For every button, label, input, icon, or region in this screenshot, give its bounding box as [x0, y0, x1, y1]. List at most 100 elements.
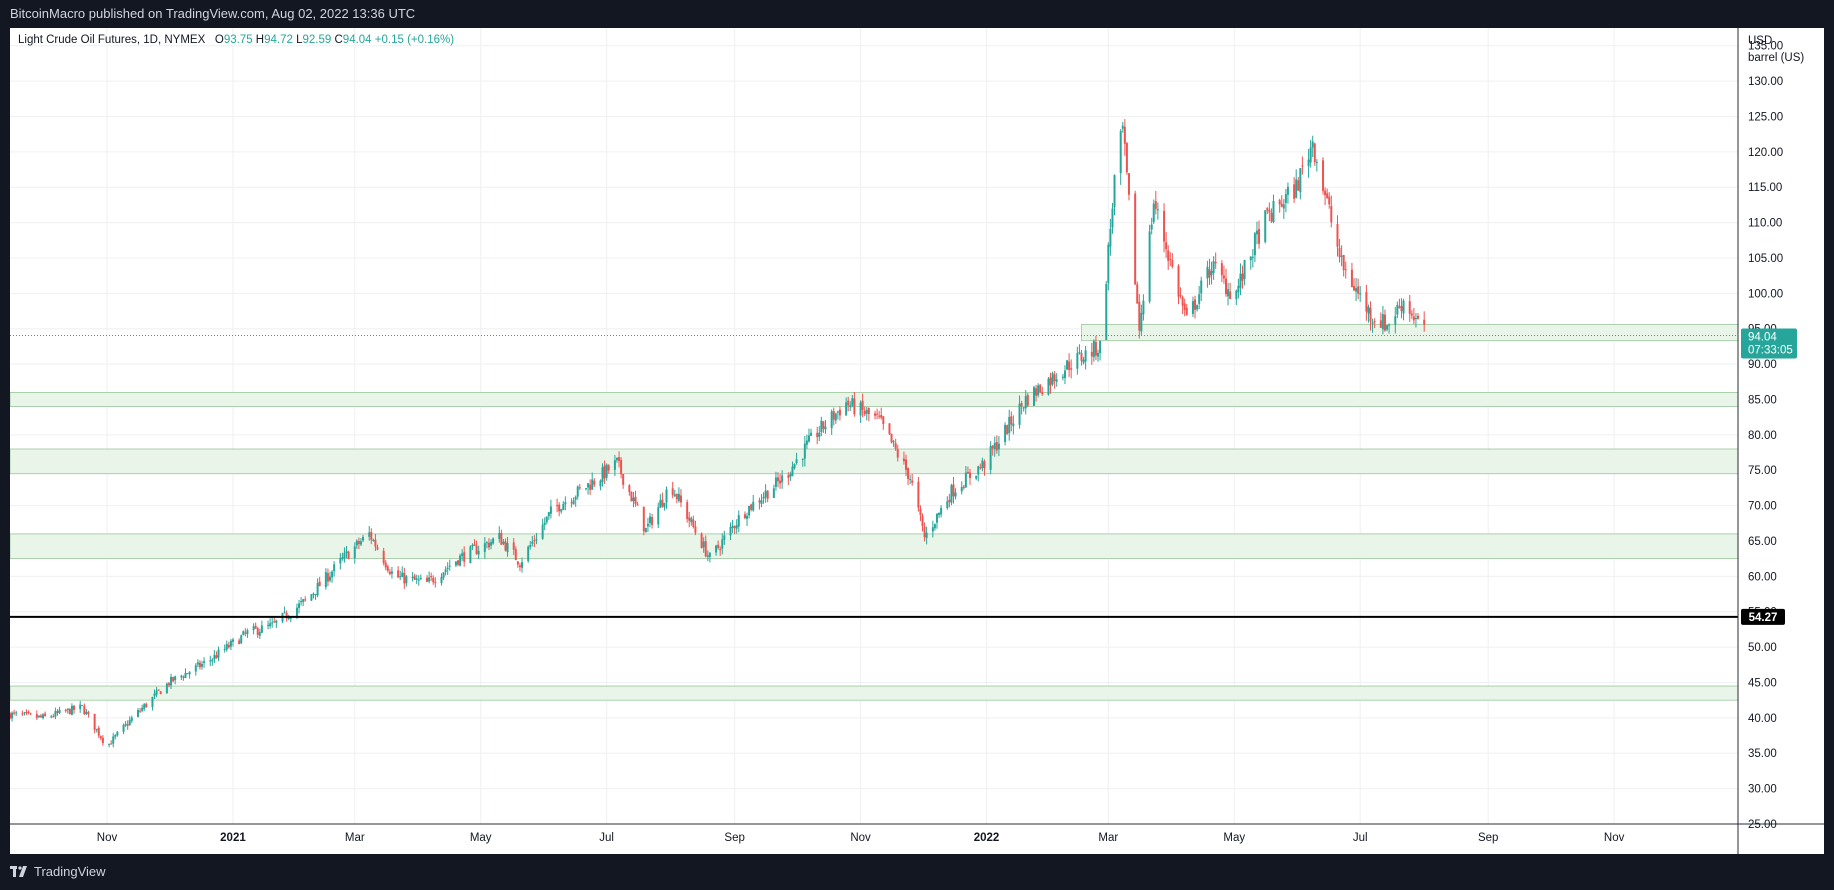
- candle-down: [679, 495, 682, 503]
- candle-down: [907, 468, 910, 479]
- candle-up: [275, 620, 278, 623]
- candle-up: [66, 708, 69, 711]
- candle-down: [570, 502, 573, 504]
- candle-down: [35, 714, 38, 718]
- candle-down: [692, 519, 695, 527]
- candle-down: [1006, 425, 1009, 435]
- candle-down: [172, 677, 175, 682]
- candle-up: [931, 527, 934, 532]
- candle-up: [122, 724, 125, 732]
- candle-up: [314, 594, 317, 596]
- candle-down: [832, 411, 835, 420]
- candle-up: [803, 443, 806, 459]
- time-tick-label: Jul: [599, 832, 614, 844]
- candle-up: [165, 683, 168, 694]
- candle-up: [141, 707, 144, 711]
- candle-up: [657, 507, 660, 525]
- candle-up: [1272, 200, 1275, 223]
- candle-up: [1299, 168, 1302, 193]
- candle-up: [1113, 175, 1116, 207]
- candle-up: [824, 426, 827, 430]
- candle-up: [390, 571, 393, 574]
- candle-up: [1243, 260, 1246, 279]
- candle-down: [1068, 361, 1071, 370]
- high-label: H: [255, 34, 265, 46]
- time-tick-label: Sep: [724, 832, 744, 844]
- candle-down: [874, 413, 877, 416]
- candle-up: [989, 446, 992, 470]
- chart-frame[interactable]: 25.0030.0035.0040.0045.0050.0055.0060.00…: [10, 28, 1824, 854]
- price-tick-label: 80.00: [1748, 430, 1777, 442]
- candle-up: [271, 622, 274, 624]
- candle-down: [589, 484, 592, 490]
- price-axis-area: [1738, 28, 1824, 854]
- bar-countdown-label: 07:33:05: [1748, 345, 1793, 357]
- candle-up: [471, 544, 474, 547]
- candle-up: [1082, 359, 1085, 363]
- candle-down: [636, 504, 639, 506]
- candle-up: [723, 535, 726, 540]
- candle-down: [758, 500, 761, 503]
- candle-up: [601, 467, 604, 482]
- time-tick-label: Nov: [1604, 832, 1625, 844]
- candle-up: [485, 542, 488, 544]
- candle-up: [1307, 159, 1310, 167]
- last-price-badge: [1741, 328, 1797, 359]
- candle-down: [1010, 416, 1013, 425]
- candle-down: [487, 542, 490, 548]
- candle-up: [529, 545, 532, 547]
- candle-up: [267, 625, 270, 627]
- candle-up: [673, 494, 676, 497]
- price-unit-label: USD barrel (US): [1748, 33, 1804, 67]
- candle-down: [347, 551, 350, 560]
- candle-up: [527, 546, 530, 561]
- candle-up: [731, 525, 734, 528]
- candle-up: [217, 649, 220, 658]
- candle-down: [97, 727, 100, 736]
- candle-up: [209, 660, 212, 662]
- candle-up: [260, 625, 263, 633]
- candle-down: [1293, 184, 1296, 199]
- candle-down: [787, 475, 790, 478]
- price-chart[interactable]: 25.0030.0035.0040.0045.0050.0055.0060.00…: [10, 28, 1824, 854]
- candle-down: [743, 514, 746, 518]
- candle-down: [1053, 374, 1056, 382]
- candle-down: [1020, 403, 1023, 407]
- candle-up: [1142, 300, 1145, 315]
- candle-down: [634, 496, 637, 504]
- symbol-name: Light Crude Oil Futures, 1D, NYMEX: [18, 34, 206, 46]
- time-tick-label: Mar: [345, 832, 365, 844]
- candle-up: [1033, 387, 1035, 406]
- candle-up: [295, 607, 298, 617]
- candle-down: [512, 542, 515, 550]
- candle-down: [516, 561, 519, 565]
- candle-up: [760, 500, 763, 505]
- price-tick-label: 120.00: [1748, 147, 1783, 159]
- candle-down: [853, 398, 856, 415]
- price-tick-label: 65.00: [1748, 536, 1777, 548]
- candle-down: [397, 570, 400, 578]
- candle-down: [1412, 316, 1415, 321]
- candle-up: [1037, 385, 1040, 396]
- candle-up: [1359, 293, 1362, 295]
- candle-down: [13, 712, 16, 714]
- candle-down: [318, 581, 321, 587]
- candle-down: [93, 713, 96, 730]
- candle-up: [1210, 270, 1213, 276]
- candle-up: [1414, 318, 1417, 320]
- candle-up: [925, 532, 928, 538]
- candle-up: [415, 578, 418, 580]
- candle-down: [779, 480, 782, 484]
- candle-up: [1367, 306, 1370, 314]
- candle-up: [1061, 376, 1064, 378]
- candle-down: [533, 540, 536, 542]
- candle-down: [126, 724, 129, 726]
- candle-up: [11, 712, 14, 719]
- candle-up: [459, 555, 462, 566]
- candle-up: [933, 524, 936, 529]
- price-tick-label: 30.00: [1748, 784, 1777, 796]
- candle-up: [993, 442, 996, 450]
- tradingview-logo[interactable]: TradingView: [0, 854, 106, 889]
- candle-up: [310, 594, 313, 601]
- candle-down: [1039, 384, 1042, 393]
